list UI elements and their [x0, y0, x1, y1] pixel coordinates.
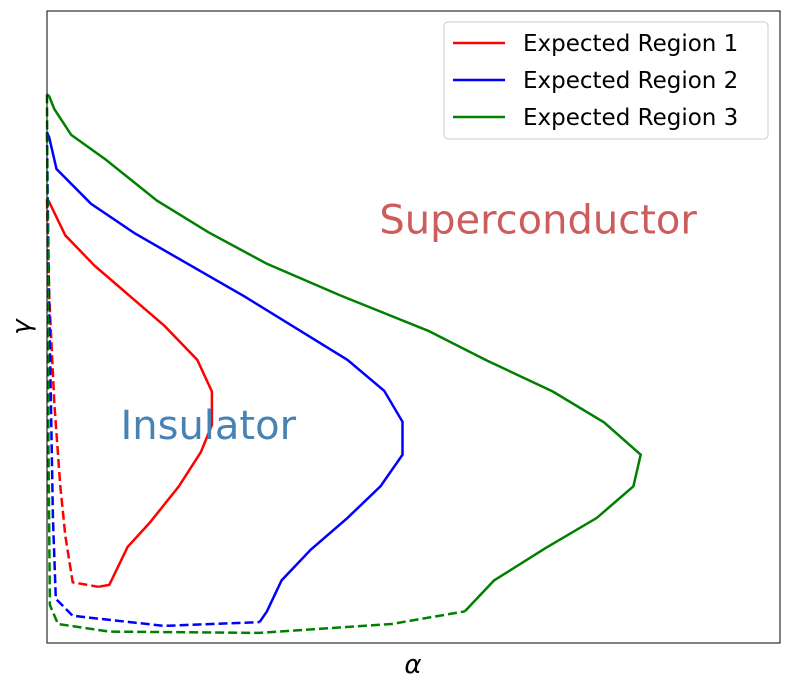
x-axis-label: α [404, 650, 421, 680]
series-region-3-solid-line [46, 93, 643, 613]
insulator-label: Insulator [120, 403, 296, 449]
series-region-1-solid-line [46, 198, 214, 589]
series-region-1-dashed-line [45, 199, 99, 589]
legend: Expected Region 1 Expected Region 2 Expe… [443, 21, 769, 140]
legend-box [443, 21, 769, 140]
plot-frame [46, 10, 781, 644]
y-axis-label: γ [7, 318, 37, 335]
legend-label-region-2: Expected Region 2 [523, 68, 738, 94]
series-region-2-solid-line [45, 131, 404, 623]
legend-label-region-3: Expected Region 3 [523, 105, 738, 131]
series-layer [45, 93, 643, 635]
series-region-3-dashed-line [45, 94, 466, 635]
legend-label-region-1: Expected Region 1 [523, 31, 738, 57]
series-region-2-dashed-line [45, 132, 260, 628]
superconductor-label: Superconductor [379, 198, 697, 244]
